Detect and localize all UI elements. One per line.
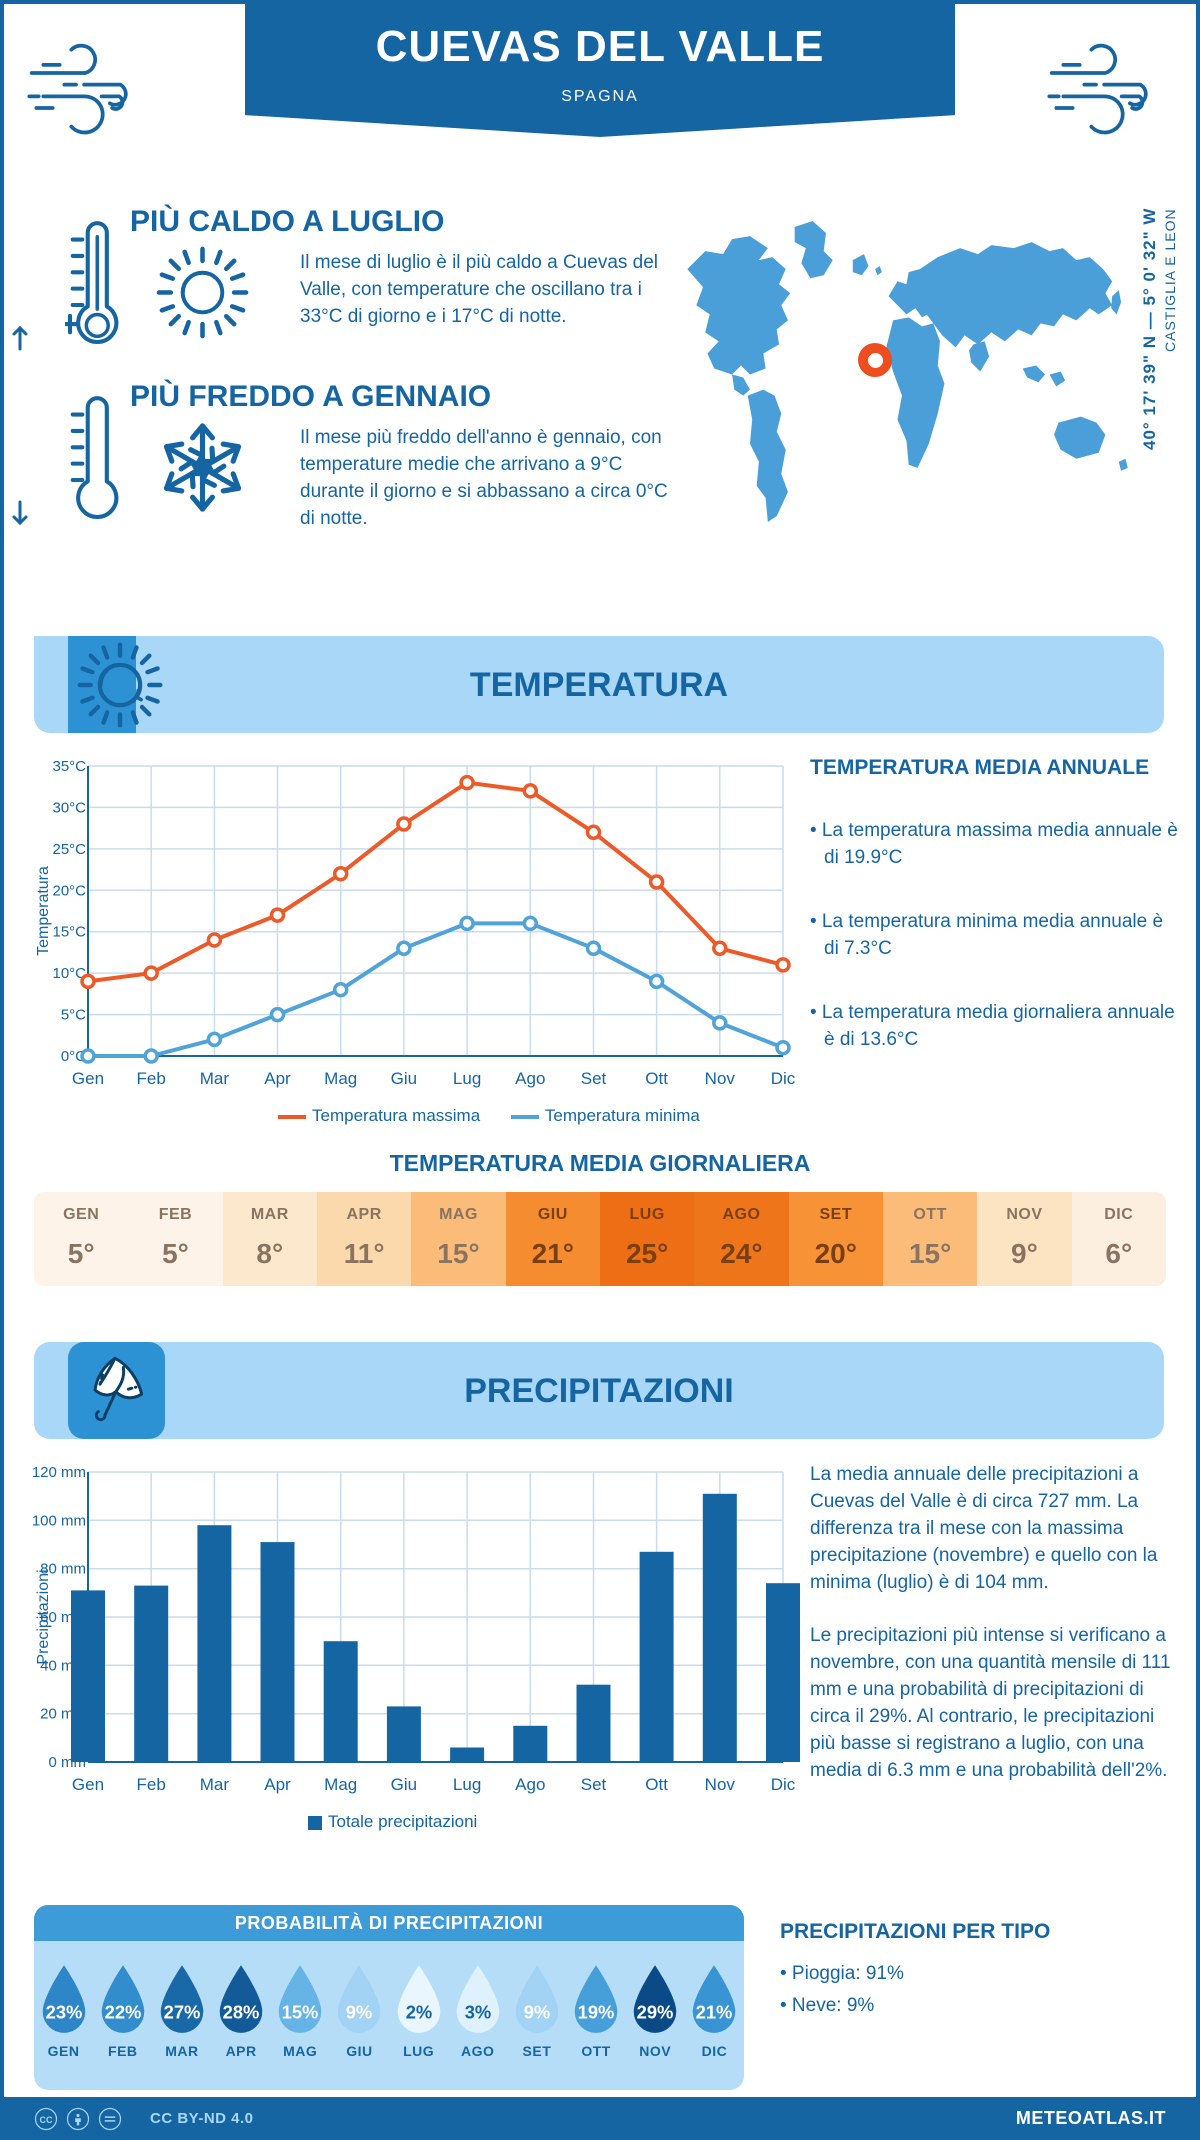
svg-text:Mag: Mag [324,1775,357,1794]
svg-text:Dic: Dic [771,1775,796,1794]
svg-text:Gen: Gen [72,1069,104,1088]
svg-text:35°C: 35°C [52,758,86,775]
svg-text:30°C: 30°C [52,799,86,816]
svg-text:25°C: 25°C [52,841,86,858]
svg-text:Set: Set [581,1069,607,1088]
svg-text:Gen: Gen [72,1775,104,1794]
svg-text:15%: 15% [282,2001,319,2022]
svg-text:Mar: Mar [200,1069,230,1088]
svg-text:15°C: 15°C [52,924,86,941]
svg-text:Precipitazioni: Precipitazioni [35,1569,52,1664]
svg-text:29%: 29% [637,2001,674,2022]
svg-text:120 mm: 120 mm [32,1464,86,1481]
svg-text:Giu: Giu [391,1069,417,1088]
svg-text:Nov: Nov [705,1069,736,1088]
svg-text:22%: 22% [104,2001,141,2022]
svg-text:Temperatura: Temperatura [35,866,52,956]
svg-text:Apr: Apr [264,1069,291,1088]
svg-text:Lug: Lug [453,1069,481,1088]
svg-text:Lug: Lug [453,1775,481,1794]
svg-text:3%: 3% [464,2001,491,2022]
svg-text:Mar: Mar [200,1775,230,1794]
svg-text:Dic: Dic [771,1069,796,1088]
svg-text:CC: CC [40,2115,53,2125]
svg-text:27%: 27% [164,2001,201,2022]
svg-text:5°C: 5°C [61,1007,86,1024]
svg-text:Giu: Giu [391,1775,417,1794]
svg-text:Nov: Nov [705,1775,736,1794]
svg-text:2%: 2% [405,2001,432,2022]
svg-text:Set: Set [581,1775,607,1794]
svg-text:21%: 21% [696,2001,733,2022]
svg-text:28%: 28% [223,2001,260,2022]
svg-text:Ott: Ott [645,1069,668,1088]
svg-text:Ago: Ago [515,1775,545,1794]
svg-text:20°C: 20°C [52,882,86,899]
svg-text:9%: 9% [346,2001,373,2022]
svg-text:Ott: Ott [645,1775,668,1794]
svg-text:23%: 23% [45,2001,82,2022]
svg-text:Ago: Ago [515,1069,545,1088]
svg-text:Apr: Apr [264,1775,291,1794]
svg-text:Feb: Feb [137,1775,166,1794]
svg-text:Feb: Feb [137,1069,166,1088]
svg-text:Mag: Mag [324,1069,357,1088]
svg-text:19%: 19% [578,2001,615,2022]
svg-text:9%: 9% [524,2001,551,2022]
svg-text:100 mm: 100 mm [32,1512,86,1529]
